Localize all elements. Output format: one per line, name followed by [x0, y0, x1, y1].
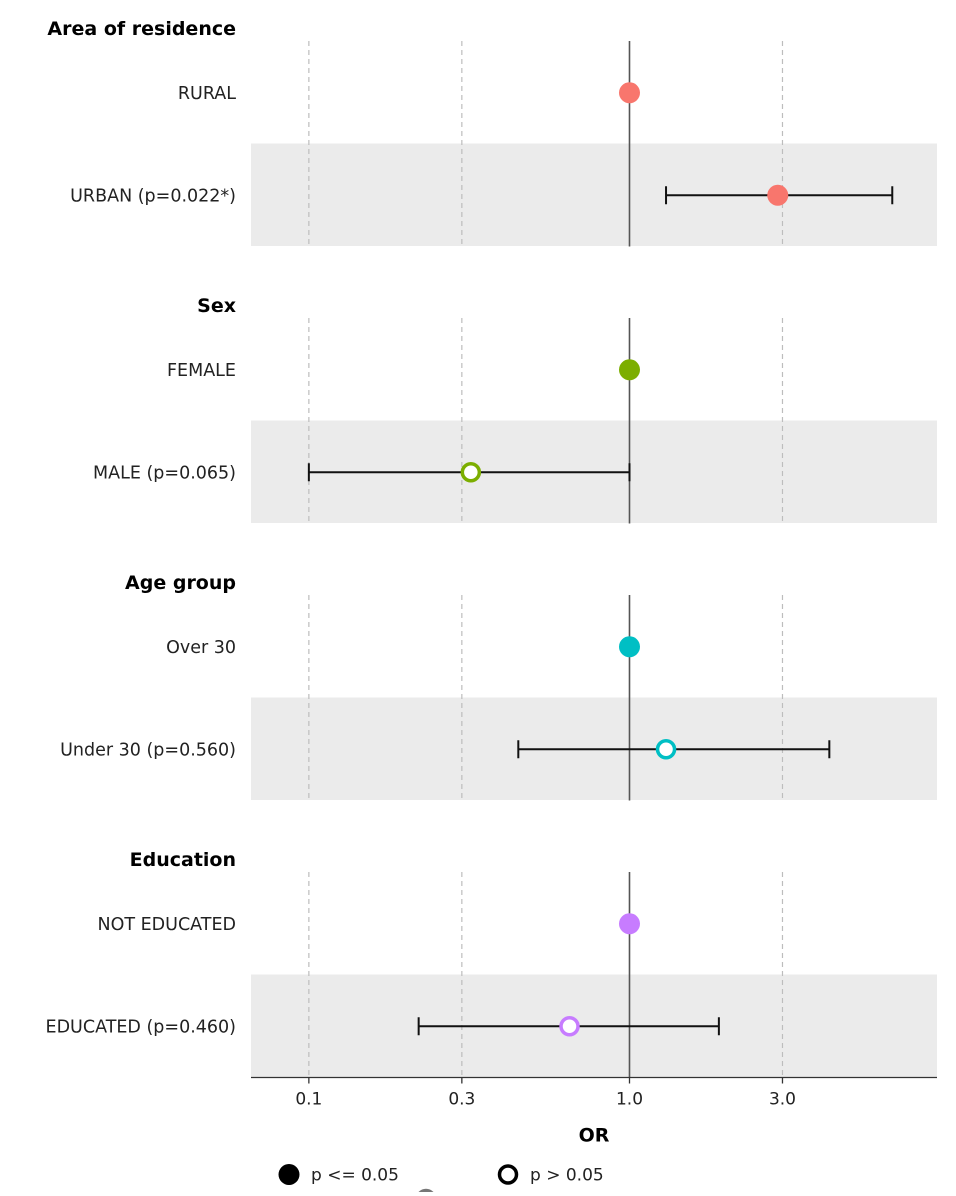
row-label: RURAL	[178, 84, 236, 104]
x-tick-label: 0.3	[448, 1090, 475, 1110]
row-label: Under 30 (p=0.560)	[60, 740, 236, 760]
point-estimate	[618, 359, 640, 381]
point-estimate	[460, 462, 482, 483]
legend-label: p <= 0.05	[311, 1166, 399, 1186]
x-tick-label: 3.0	[769, 1090, 796, 1110]
legend-marker-filled	[278, 1164, 300, 1185]
legend-label: p > 0.05	[530, 1166, 604, 1186]
row-label: MALE (p=0.065)	[93, 463, 236, 483]
row-label: NOT EDUCATED	[97, 915, 236, 935]
point-estimate	[655, 739, 677, 760]
x-tick-label: 0.1	[295, 1090, 322, 1110]
group-title: Sex	[197, 295, 236, 317]
x-tick-label: 1.0	[616, 1090, 643, 1110]
point-estimate	[767, 184, 789, 206]
row-label: URBAN (p=0.022*)	[70, 186, 236, 206]
point-estimate	[559, 1016, 580, 1037]
point-estimate	[618, 636, 640, 658]
row-label: EDUCATED (p=0.460)	[46, 1017, 236, 1037]
x-axis-title: OR	[579, 1125, 610, 1147]
point-estimate	[618, 82, 640, 104]
point-estimate	[618, 913, 640, 935]
row-label: FEMALE	[167, 361, 236, 381]
legend-marker-open	[497, 1164, 519, 1185]
group-title: Area of residence	[47, 18, 236, 40]
group-title: Age group	[125, 572, 236, 594]
group-title: Education	[130, 849, 236, 871]
row-label: Over 30	[166, 638, 236, 658]
